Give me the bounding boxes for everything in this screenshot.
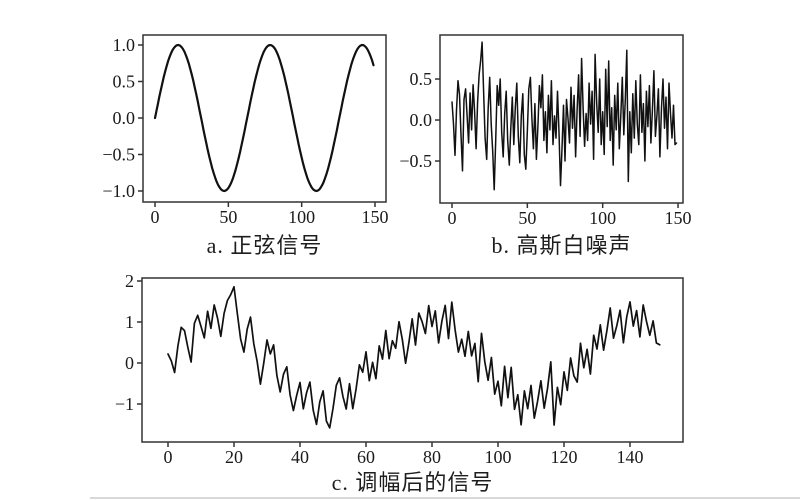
noise-y-tick-label: 0.5	[410, 69, 433, 89]
modulated-x-tick-label: 120	[551, 447, 578, 467]
sine-y-tick-label: 1.0	[113, 35, 136, 55]
sine-axes-box	[142, 34, 387, 203]
modulated-x-tick-label: 40	[291, 447, 309, 467]
noise-plot: 0 50 100 150 0.5 0.0 −0.5	[399, 34, 692, 228]
sine-x-tick-label: 150	[362, 207, 389, 227]
noise-waveform-line	[451, 41, 678, 191]
modulated-x-tick-label: 80	[423, 447, 441, 467]
noise-x-tick-label: 0	[447, 208, 456, 228]
modulated-x-tick-label: 0	[164, 447, 173, 467]
modulated-x-tick-label: 20	[225, 447, 243, 467]
noise-x-tick-label: 150	[665, 208, 692, 228]
noise-x-tick-label: 50	[518, 208, 536, 228]
noise-axes-box	[439, 34, 684, 204]
caption-modulated-signal: c. 调幅后的信号	[331, 470, 494, 495]
modulated-y-tick-label: −1	[115, 394, 134, 414]
caption-sine-signal: a. 正弦信号	[206, 233, 323, 258]
sine-y-tick-label: −0.5	[102, 144, 135, 164]
sine-y-tick-label: 0.5	[113, 71, 136, 91]
modulated-x-tick-label: 60	[357, 447, 375, 467]
modulated-waveform-line	[167, 285, 661, 429]
modulated-axes-box	[141, 277, 684, 443]
modulated-x-tick-label: 100	[485, 447, 512, 467]
page-edge-line	[90, 497, 800, 499]
sine-x-tick-label: 50	[219, 207, 237, 227]
noise-y-tick-label: 0.0	[410, 110, 433, 130]
noise-x-tick-label: 100	[589, 208, 616, 228]
modulated-y-tick-label: 2	[125, 271, 134, 291]
modulated-x-tick-label: 140	[617, 447, 644, 467]
modulated-plot: 0 20 40 60 80 100 120 140 2 1 0 −1	[115, 271, 684, 467]
sine-waveform-line	[153, 43, 375, 193]
caption-gaussian-noise: b. 高斯白噪声	[491, 233, 632, 258]
modulated-y-tick-label: 0	[125, 353, 134, 373]
sine-y-tick-label: −1.0	[102, 181, 135, 201]
modulated-y-tick-label: 1	[125, 312, 134, 332]
sine-y-tick-label: 0.0	[113, 108, 136, 128]
sine-x-tick-label: 0	[151, 207, 160, 227]
sine-plot: 0 50 100 150 1.0 0.5 0.0 −0.5 −1.0	[102, 34, 389, 227]
noise-y-tick-label: −0.5	[399, 151, 432, 171]
sine-x-tick-label: 100	[288, 207, 315, 227]
